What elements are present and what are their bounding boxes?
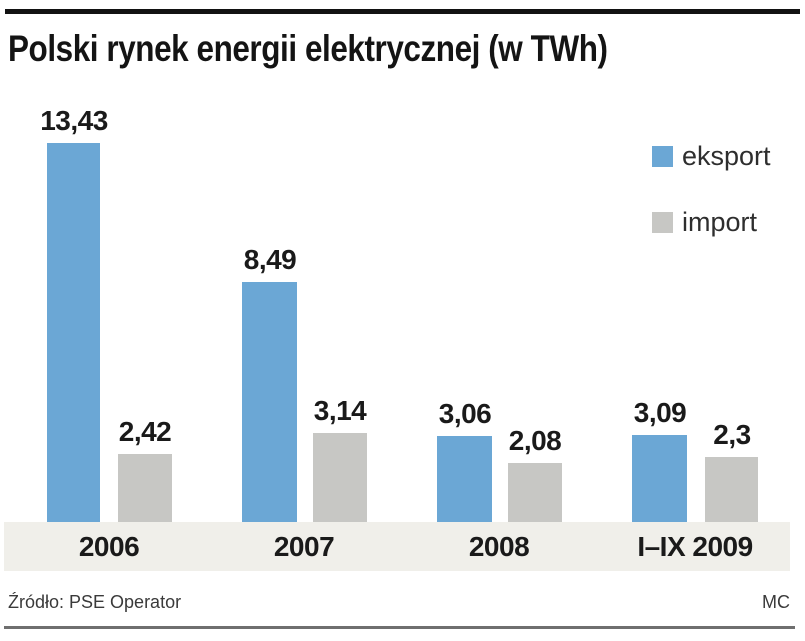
credit-text: MC bbox=[762, 592, 790, 612]
legend-item-eksport: eksport bbox=[652, 141, 771, 171]
bar-2006-eksport bbox=[47, 143, 100, 522]
bar-2008-import bbox=[508, 463, 562, 522]
x-axis-band bbox=[4, 522, 790, 571]
value-label-2007-eksport: 8,49 bbox=[243, 244, 297, 275]
import-swatch-icon bbox=[652, 211, 673, 233]
x-tick-2008: 2008 bbox=[468, 531, 530, 562]
value-label-2009-eksport: 3,09 bbox=[633, 397, 687, 428]
x-tick-2007: 2007 bbox=[273, 531, 335, 562]
chart-title: Polski rynek energii elektrycznej (w TWh… bbox=[8, 28, 608, 69]
bar-2009-eksport bbox=[632, 435, 687, 522]
bar-2006-import bbox=[118, 454, 172, 522]
x-tick-2006: 2006 bbox=[78, 531, 140, 562]
x-tick-2009: I–IX 2009 bbox=[637, 531, 753, 562]
bar-2007-import bbox=[313, 433, 367, 522]
legend-label-eksport: eksport bbox=[682, 141, 771, 171]
value-label-2008-eksport: 3,06 bbox=[438, 398, 492, 429]
value-label-2006-import: 2,42 bbox=[118, 416, 172, 447]
bar-2007-eksport bbox=[242, 282, 297, 522]
top-rule bbox=[5, 9, 800, 14]
value-label-2006-eksport: 13,43 bbox=[40, 105, 108, 136]
eksport-swatch-icon bbox=[652, 145, 673, 167]
value-label-2007-import: 3,14 bbox=[313, 395, 367, 426]
legend-label-import: import bbox=[682, 207, 758, 237]
value-label-2009-import: 2,3 bbox=[713, 419, 751, 450]
bar-2008-eksport bbox=[437, 436, 492, 522]
bottom-rule bbox=[4, 626, 795, 629]
source-text: Źródło: PSE Operator bbox=[8, 592, 182, 612]
legend-item-import: import bbox=[652, 207, 758, 237]
value-label-2008-import: 2,08 bbox=[508, 425, 562, 456]
bar-2009-import bbox=[705, 457, 758, 522]
